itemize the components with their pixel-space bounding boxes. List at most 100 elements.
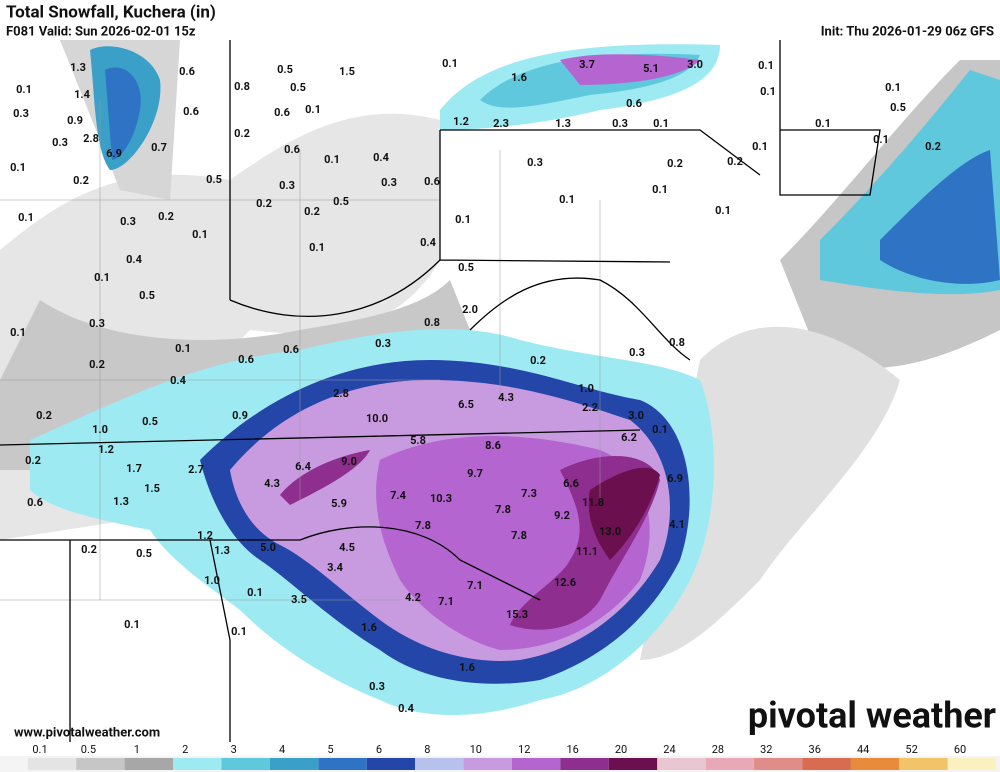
snowfall-label: 13.0 bbox=[599, 525, 621, 538]
snowfall-label: 2.8 bbox=[333, 387, 349, 400]
snowfall-label: 1.5 bbox=[144, 482, 160, 495]
snowfall-label: 0.3 bbox=[375, 337, 391, 350]
snowfall-label: 0.2 bbox=[667, 157, 683, 170]
snowfall-label: 3.5 bbox=[291, 593, 307, 606]
snowfall-label: 0.4 bbox=[373, 151, 390, 164]
snowfall-label: 1.2 bbox=[453, 115, 469, 128]
snowfall-label: 0.9 bbox=[232, 409, 248, 422]
snowfall-label: 0.1 bbox=[559, 193, 575, 206]
snowfall-label: 0.9 bbox=[67, 114, 83, 127]
snowfall-label: 6.4 bbox=[295, 460, 312, 473]
colorbar-label: 12 bbox=[518, 743, 530, 756]
snowfall-label: 1.3 bbox=[113, 495, 129, 508]
snowfall-label: 4.5 bbox=[339, 541, 355, 554]
watermark: pivotal weather bbox=[748, 695, 996, 737]
snowfall-label: 8.6 bbox=[485, 439, 501, 452]
snowfall-label: 0.1 bbox=[305, 103, 321, 116]
colorbar-label: 36 bbox=[809, 743, 821, 756]
colorbar-label: 2 bbox=[182, 743, 188, 756]
snowfall-label: 0.3 bbox=[629, 346, 645, 359]
snowfall-label: 12.6 bbox=[554, 576, 576, 589]
colorbar-label: 0.5 bbox=[81, 743, 96, 756]
snowfall-label: 2.3 bbox=[493, 117, 509, 130]
snowfall-label: 0.1 bbox=[94, 271, 110, 284]
snowfall-label: 0.5 bbox=[458, 261, 474, 274]
colorbar-label: 28 bbox=[712, 743, 724, 756]
map-title: Total Snowfall, Kuchera (in) bbox=[6, 2, 216, 22]
snowfall-label: 11.1 bbox=[576, 545, 598, 558]
snowfall-label: 1.5 bbox=[339, 65, 355, 78]
snowfall-label: 9.0 bbox=[341, 455, 357, 468]
colorbar-label: 16 bbox=[566, 743, 578, 756]
snowfall-label: 0.2 bbox=[256, 197, 272, 210]
snowfall-label: 10.3 bbox=[430, 492, 452, 505]
snowfall-label: 1.2 bbox=[197, 529, 213, 542]
snowfall-label: 7.8 bbox=[495, 503, 511, 516]
snowfall-label: 0.1 bbox=[10, 326, 26, 339]
snowfall-label: 2.0 bbox=[462, 303, 478, 316]
snowfall-label: 0.3 bbox=[89, 317, 105, 330]
snowfall-label: 5.0 bbox=[260, 541, 276, 554]
colorbar-cell bbox=[947, 758, 997, 770]
snowfall-label: 0.2 bbox=[158, 210, 174, 223]
snowfall-label: 0.2 bbox=[25, 454, 41, 467]
snowfall-label: 0.4 bbox=[398, 702, 415, 715]
snowfall-label: 2.2 bbox=[582, 401, 598, 414]
snowfall-label: 7.8 bbox=[511, 529, 527, 542]
colorbar-label: 0.1 bbox=[32, 743, 47, 756]
snowfall-label: 0.2 bbox=[530, 354, 546, 367]
colorbar-cell bbox=[802, 758, 851, 770]
snowfall-label: 1.6 bbox=[361, 621, 377, 634]
snowfall-label: 0.2 bbox=[727, 155, 743, 168]
colorbar-label: 44 bbox=[857, 743, 869, 756]
snowfall-label: 7.1 bbox=[438, 595, 454, 608]
snowfall-label: 0.3 bbox=[13, 107, 29, 120]
snowfall-label: 0.1 bbox=[715, 204, 731, 217]
snowfall-label: 3.4 bbox=[327, 561, 344, 574]
snowfall-label: 0.5 bbox=[142, 415, 158, 428]
snowfall-label: 0.6 bbox=[27, 496, 43, 509]
snowfall-label: 0.6 bbox=[284, 143, 300, 156]
snowfall-label: 0.1 bbox=[760, 85, 776, 98]
snowfall-label: 0.2 bbox=[81, 543, 97, 556]
snowfall-label: 0.6 bbox=[283, 343, 299, 356]
colorbar-cell bbox=[705, 758, 755, 770]
snowfall-label: 0.3 bbox=[369, 680, 385, 693]
snowfall-label: 11.8 bbox=[582, 496, 604, 509]
snowfall-label: 0.7 bbox=[151, 141, 167, 154]
site-url: www.pivotalweather.com bbox=[14, 725, 160, 740]
snowfall-label: 4.2 bbox=[405, 591, 421, 604]
snowfall-label: 0.3 bbox=[381, 176, 397, 189]
snowfall-label: 10.0 bbox=[366, 412, 388, 425]
colorbar-cell bbox=[173, 758, 222, 770]
snowfall-label: 0.2 bbox=[36, 409, 52, 422]
colorbar-cell bbox=[269, 758, 319, 770]
snowfall-label: 1.0 bbox=[92, 423, 108, 436]
snowfall-label: 3.0 bbox=[628, 409, 644, 422]
valid-time: F081 Valid: Sun 2026-02-01 15z bbox=[6, 24, 196, 39]
snowfall-label: 7.1 bbox=[467, 579, 483, 592]
snowfall-label: 1.0 bbox=[204, 574, 220, 587]
snowfall-label: 0.1 bbox=[815, 117, 831, 130]
colorbar-label: 60 bbox=[954, 743, 966, 756]
snowfall-label: 1.3 bbox=[70, 61, 86, 74]
colorbar-cell bbox=[608, 758, 658, 770]
snowfall-label: 2.8 bbox=[83, 132, 99, 145]
snowfall-label: 0.6 bbox=[183, 105, 199, 118]
snowfall-label: 7.8 bbox=[415, 519, 431, 532]
snowfall-label: 5.1 bbox=[643, 62, 659, 75]
snowfall-label: 0.1 bbox=[653, 117, 669, 130]
snowfall-label: 1.0 bbox=[578, 382, 594, 395]
snowfall-label: 0.8 bbox=[424, 316, 440, 329]
colorbar-label: 4 bbox=[279, 743, 285, 756]
colorbar-cell bbox=[27, 758, 77, 770]
snowfall-label: 0.1 bbox=[309, 241, 325, 254]
snowfall-label: 4.3 bbox=[264, 477, 280, 490]
snowfall-label: 9.2 bbox=[554, 509, 570, 522]
snowfall-label: 6.2 bbox=[621, 431, 637, 444]
snowfall-label: 6.9 bbox=[106, 147, 122, 160]
snowfall-label: 0.6 bbox=[274, 106, 290, 119]
snowfall-label: 7.3 bbox=[521, 487, 537, 500]
colorbar-cell bbox=[657, 758, 706, 770]
snowfall-label: 0.1 bbox=[247, 586, 263, 599]
